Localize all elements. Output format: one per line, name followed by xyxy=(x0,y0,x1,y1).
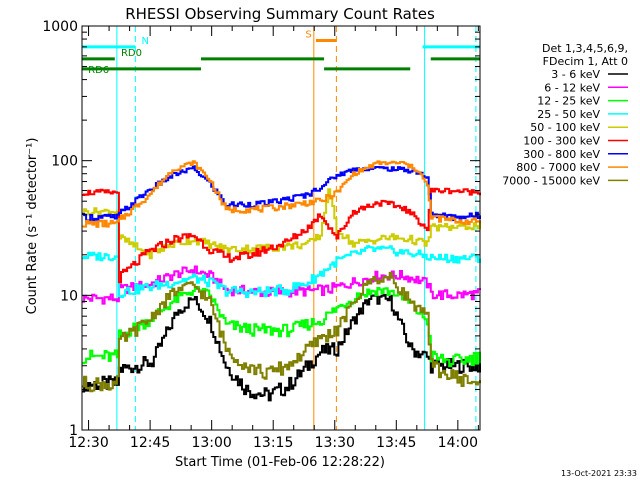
legend-label-4: 50 - 100 keV xyxy=(530,121,600,134)
y-axis-label: Count Rate (s⁻¹ detector⁻¹) xyxy=(25,138,40,315)
legend-label-1: 6 - 12 keV xyxy=(544,81,600,94)
annotation-1: RD0 xyxy=(121,48,142,59)
y-tick-label: 1 xyxy=(69,423,78,439)
legend-label-2: 12 - 25 keV xyxy=(537,95,600,108)
series-line-3 xyxy=(82,245,481,299)
legend-header-line-2: FDecim 1, Att 0 xyxy=(543,55,628,68)
legend-header-line-1: Det 1,3,4,5,6,9, xyxy=(542,42,628,55)
y-tick-label: 10 xyxy=(60,288,78,304)
legend-label-6: 300 - 800 keV xyxy=(523,148,600,161)
x-tick-label: 13:15 xyxy=(253,435,293,451)
y-tick-label: 100 xyxy=(51,154,78,170)
legend: Det 1,3,4,5,6,9, FDecim 1, Att 0 3 - 6 k… xyxy=(502,42,628,187)
x-tick-label: 13:00 xyxy=(191,435,231,451)
x-tick-label: 12:30 xyxy=(68,435,108,451)
series-line-7 xyxy=(82,160,481,228)
x-tick-label: 12:45 xyxy=(130,435,170,451)
x-axis-label: Start Time (01-Feb-06 12:28:22) xyxy=(175,455,385,470)
x-tick-label: 13:30 xyxy=(315,435,355,451)
chart-title: RHESSI Observing Summary Count Rates xyxy=(125,5,435,23)
footer-timestamp: 13-Oct-2021 23:33 xyxy=(561,469,637,478)
plot-frame xyxy=(81,25,481,431)
legend-label-0: 3 - 6 keV xyxy=(551,68,600,81)
legend-label-3: 25 - 50 keV xyxy=(537,108,600,121)
legend-label-5: 100 - 300 keV xyxy=(523,135,600,148)
series-line-8 xyxy=(82,271,481,393)
series-line-5 xyxy=(82,187,481,284)
legend-label-8: 7000 - 15000 keV xyxy=(502,174,600,187)
annotation-3: S xyxy=(305,30,311,41)
annotation-0: N xyxy=(141,36,148,47)
legend-label-7: 800 - 7000 keV xyxy=(516,161,600,174)
x-tick-label: 14:00 xyxy=(438,435,478,451)
y-tick-label: 1000 xyxy=(42,19,78,35)
series-line-0 xyxy=(82,293,481,402)
x-tick-label: 13:45 xyxy=(376,435,416,451)
annotation-2: RD6 xyxy=(88,65,109,76)
